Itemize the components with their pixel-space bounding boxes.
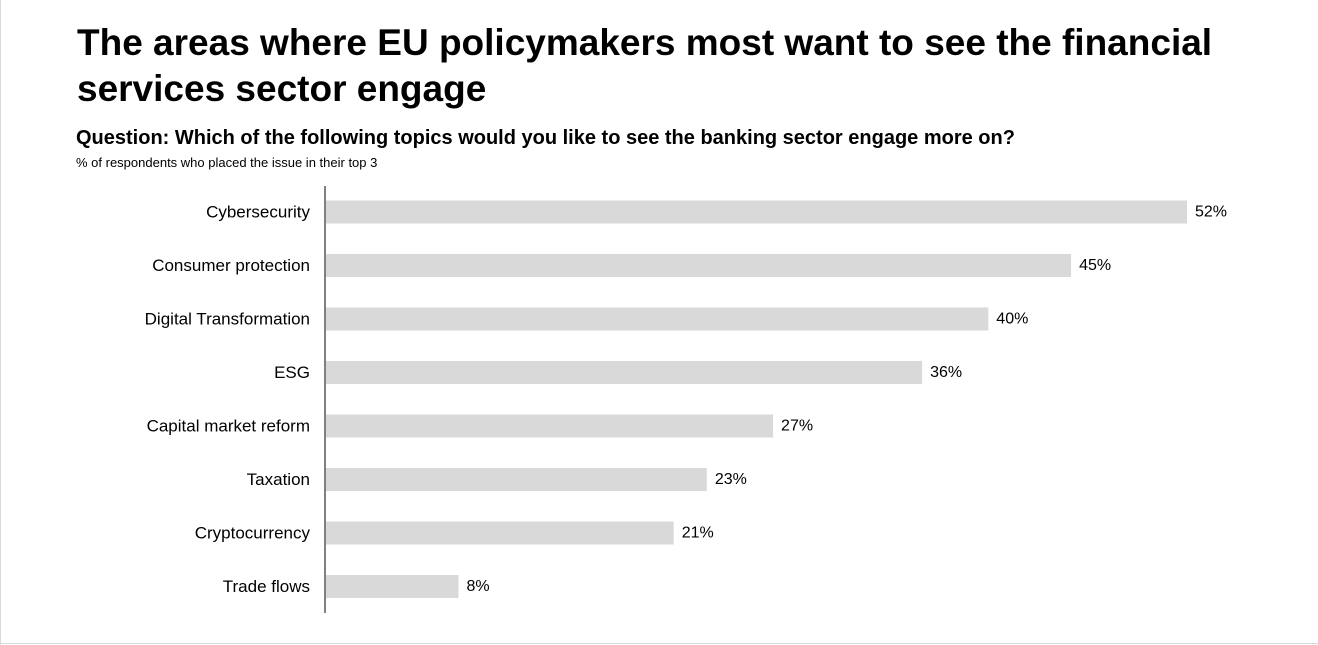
frame-bottom-border [0,643,1318,644]
category-label-0: Cybersecurity [206,203,310,222]
chart-note: % of respondents who placed the issue in… [76,155,378,170]
value-label-5: 23% [715,471,747,488]
chart-question: Question: Which of the following topics … [76,127,1015,149]
value-label-1: 45% [1079,257,1111,274]
value-label-2: 40% [996,311,1028,328]
value-label-0: 52% [1195,204,1227,221]
value-label-4: 27% [781,418,813,435]
category-label-2: Digital Transformation [145,310,310,329]
bar-2 [326,307,989,331]
value-label-7: 8% [466,578,489,595]
category-label-4: Capital market reform [147,417,310,436]
category-label-3: ESG [274,363,310,382]
category-label-5: Taxation [247,470,310,489]
value-label-3: 36% [930,364,962,381]
category-label-6: Cryptocurrency [195,524,311,543]
value-label-6: 21% [682,525,714,542]
chart-title: The areas where EU policymakers most wan… [77,22,1213,109]
bar-6 [326,521,674,545]
bar-1 [326,254,1072,277]
frame-left-border [0,0,1,645]
bar-5 [326,468,707,491]
bar-3 [326,361,923,384]
bar-4 [326,414,774,438]
category-label-7: Trade flows [223,577,310,596]
bar-7 [326,575,459,598]
bar-0 [326,200,1187,224]
category-label-1: Consumer protection [152,256,310,275]
